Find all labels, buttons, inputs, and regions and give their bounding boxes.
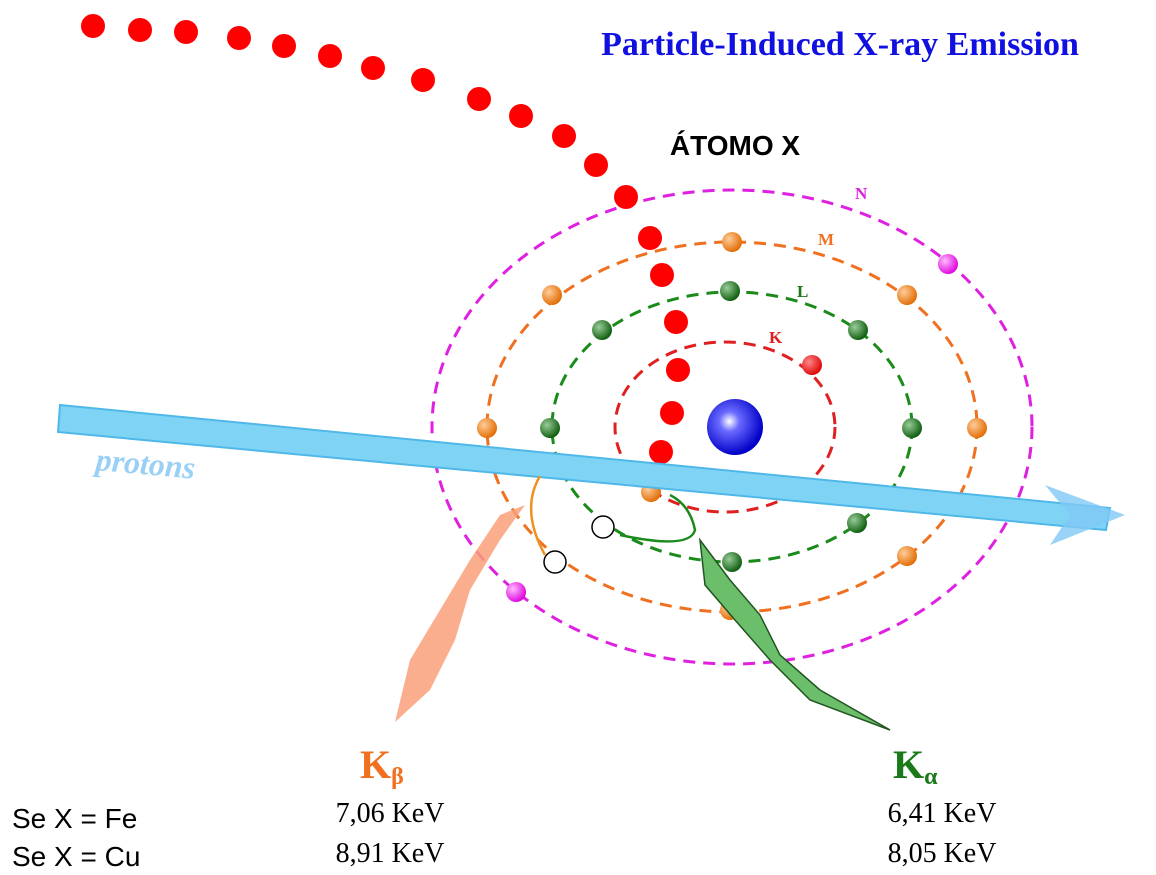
electron bbox=[722, 552, 742, 572]
energy: 7,06 KeV bbox=[336, 798, 445, 829]
electron bbox=[506, 582, 526, 602]
electron bbox=[967, 418, 987, 438]
electron bbox=[848, 320, 868, 340]
shell-label: K bbox=[769, 328, 783, 347]
electron bbox=[938, 254, 958, 274]
row-label: Se X = Cu bbox=[12, 841, 140, 872]
k-beta-photon bbox=[395, 505, 525, 722]
subscript: α bbox=[924, 764, 938, 790]
energy: 8,05 KeV bbox=[888, 838, 997, 869]
k-alpha-label: Kα bbox=[893, 742, 938, 790]
proton-beam bbox=[58, 405, 1125, 545]
electron bbox=[802, 355, 822, 375]
electron bbox=[722, 232, 742, 252]
shell-label: L bbox=[797, 282, 808, 301]
symbol: K bbox=[893, 742, 924, 787]
energy: 8,91 KeV bbox=[336, 838, 445, 869]
shell-label: M bbox=[818, 230, 834, 249]
projectile-path bbox=[81, 14, 690, 464]
row-label: Se X = Fe bbox=[12, 803, 137, 834]
diagram: Particle-Induced X-ray Emission ÁTOMO X … bbox=[0, 0, 1156, 875]
electron bbox=[592, 320, 612, 340]
vacancy bbox=[592, 516, 614, 538]
energy: 6,41 KeV bbox=[888, 798, 997, 829]
atom-label: ÁTOMO X bbox=[670, 130, 800, 161]
shell-label: N bbox=[855, 184, 868, 203]
subscript: β bbox=[391, 764, 404, 790]
title: Particle-Induced X-ray Emission bbox=[601, 26, 1079, 63]
electron bbox=[477, 418, 497, 438]
nucleus bbox=[707, 399, 763, 455]
electron bbox=[897, 546, 917, 566]
symbol: K bbox=[360, 742, 391, 787]
electron bbox=[902, 418, 922, 438]
electron bbox=[847, 513, 867, 533]
k-beta-label: Kβ bbox=[360, 742, 404, 790]
vacancy bbox=[544, 551, 566, 573]
beam-label: protons bbox=[91, 441, 196, 486]
electron bbox=[540, 418, 560, 438]
electron bbox=[897, 285, 917, 305]
electron bbox=[542, 285, 562, 305]
electron bbox=[720, 281, 740, 301]
